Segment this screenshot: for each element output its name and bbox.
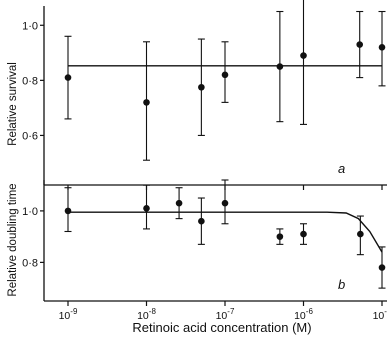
x-tick-label: 10-7 — [216, 307, 235, 322]
data-point — [356, 41, 364, 48]
panel-b-y-label: Relative doubling time — [7, 183, 19, 296]
y-tick-label: 1·0 — [22, 206, 38, 218]
data-point — [276, 63, 284, 70]
data-point — [143, 99, 150, 106]
data-point — [198, 217, 205, 225]
x-tick-label: 10-9 — [59, 307, 78, 322]
y-tick-label: 0·8 — [22, 75, 38, 87]
data-point — [378, 44, 386, 51]
data-point — [175, 199, 183, 207]
y-tick-label: 0·6 — [22, 130, 38, 142]
data-point — [221, 199, 229, 207]
panel-b-fit-line-group — [68, 211, 383, 253]
y-tick-label: 1·0 — [22, 20, 38, 32]
data-point — [300, 52, 307, 59]
panel-b-points — [64, 179, 386, 289]
panel-b-y-ticks: 0·8 1·0 — [22, 206, 44, 269]
x-tick-label: 10-8 — [137, 307, 156, 322]
x-axis-label: Retinoic acid concentration (M) — [132, 320, 311, 335]
data-point — [64, 207, 72, 215]
data-point — [378, 264, 386, 271]
panel-a-points — [64, 0, 386, 161]
panel-b: 0·8 1·0 10-9 10-8 10-7 10-6 10-5 Relative dou… — [7, 179, 387, 335]
data-point — [198, 83, 205, 91]
data-point — [276, 233, 284, 240]
panel-a-y-label: Relative survival — [7, 62, 19, 146]
panel-a: 0·6 0·8 1·0 Relative survival a — [7, 0, 387, 190]
data-point — [143, 205, 150, 212]
data-point — [221, 71, 229, 79]
panel-a-y-ticks: 0·6 0·8 1·0 — [22, 20, 44, 142]
data-point — [357, 230, 364, 238]
data-point — [64, 74, 72, 81]
x-tick-label: 10-5 — [373, 307, 387, 322]
x-tick-label: 10-6 — [294, 307, 313, 322]
panel-a-letter: a — [338, 161, 345, 176]
panel-b-x-ticks: 10-9 10-8 10-7 10-6 10-5 — [59, 301, 387, 322]
fit-line — [68, 211, 383, 253]
data-point — [300, 230, 307, 238]
panel-b-letter: b — [338, 277, 345, 292]
y-tick-label: 0·8 — [22, 257, 38, 269]
